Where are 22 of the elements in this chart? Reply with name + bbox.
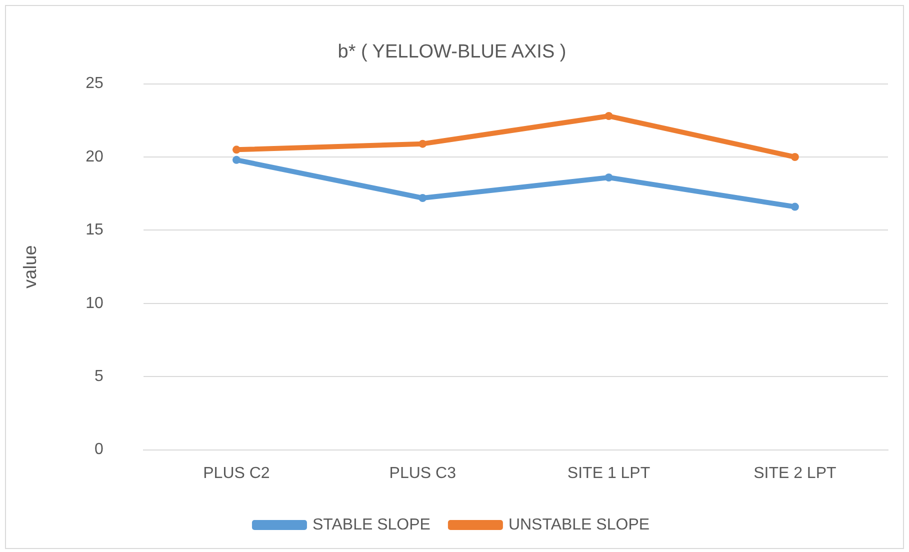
point (790, 202, 799, 211)
point (232, 156, 240, 164)
y-tick-label: 25 (86, 75, 104, 92)
point (418, 194, 427, 202)
point (418, 140, 427, 148)
y-tick-label: 5 (94, 368, 104, 386)
chart-title: b* ( YELLOW-BLUE AXIS ) (338, 42, 566, 63)
x-tick-label: SITE 1 LPT (567, 464, 650, 482)
y-tick-label: 0 (94, 441, 104, 458)
y-tick-label: 10 (86, 294, 104, 312)
point (232, 146, 240, 154)
y-tick-label: 15 (86, 222, 104, 239)
x-tick-label: PLUS C3 (389, 464, 456, 482)
x-tick-label: SITE 2 LPT (754, 464, 836, 482)
legend-label: STABLE SLOPE (312, 516, 430, 534)
point (604, 112, 613, 120)
y-axis-title: value (20, 245, 40, 288)
point (604, 173, 613, 182)
y-tick-label: 20 (86, 148, 104, 166)
point (790, 153, 799, 161)
legend-label: UNSTABLE SLOPE (508, 516, 650, 534)
x-tick-label: PLUS C2 (203, 464, 270, 482)
